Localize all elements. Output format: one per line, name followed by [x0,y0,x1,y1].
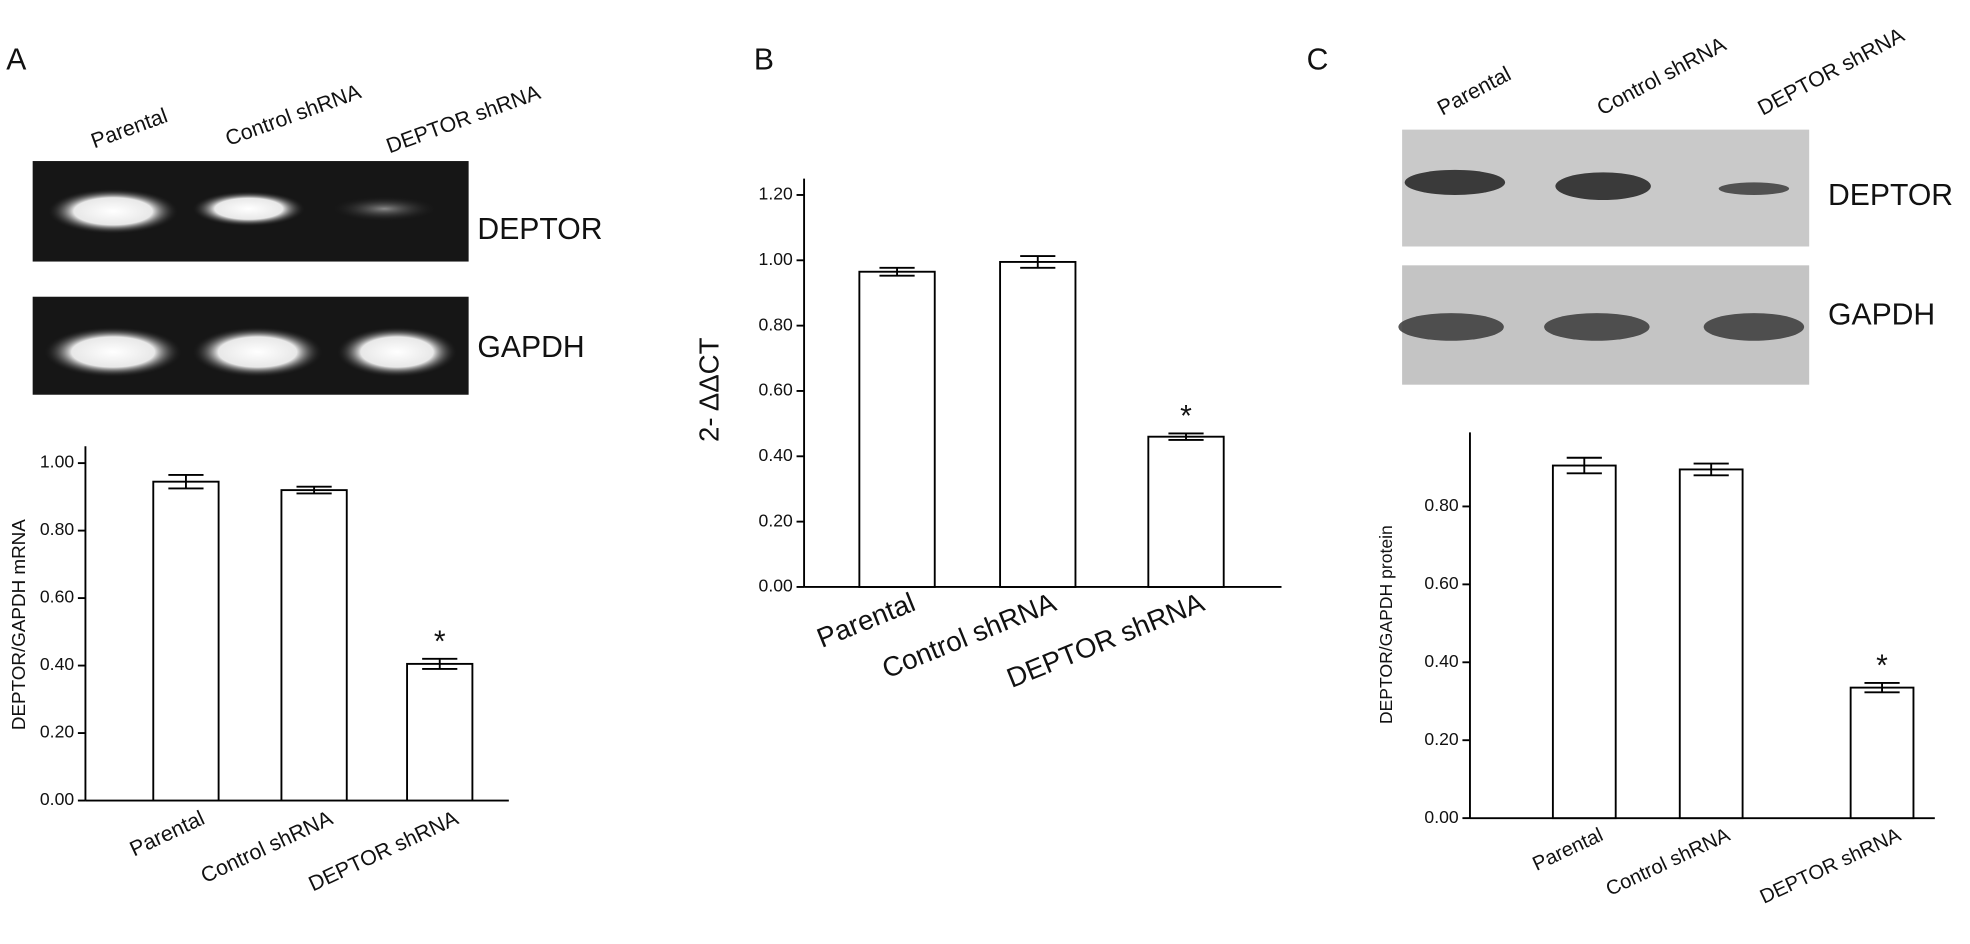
panel-label: B [754,43,774,76]
annotation: * [434,625,446,658]
blot-band [1718,182,1790,195]
bar [152,480,220,802]
y-tick-label: 1.20 [759,184,793,204]
bar [406,662,474,802]
blot-label: GAPDH [1828,298,1935,331]
y-tick-label: 0.20 [759,510,793,530]
y-tick-label: 0.40 [1424,651,1458,671]
x-tick-label: Parental [1529,824,1606,876]
blot-band [1555,172,1651,200]
blot-label: DEPTOR [1828,179,1953,212]
panel-label: A [6,43,27,76]
y-tick-label: 0.00 [1424,807,1458,827]
annotation: * [1180,400,1192,433]
x-tick-label: Parental [812,586,919,653]
gel-band [192,326,323,378]
gel-band [331,196,438,222]
panel-label: C [1307,43,1329,76]
bar [280,489,348,802]
blot-band [1398,313,1504,341]
blot-label: DEPTOR [477,213,602,246]
bar [999,260,1077,588]
lane-label: Parental [88,103,171,153]
bar [1849,686,1915,820]
y-tick-label: 0.60 [759,380,793,400]
x-tick-label: Parental [126,806,208,861]
y-axis-label: 2- ΔΔCT [694,337,725,442]
y-axis-label: DEPTOR/GAPDH mRNA [8,519,29,730]
y-tick-label: 0.40 [40,654,74,674]
gel-band [192,191,306,227]
y-tick-label: 0.60 [1424,573,1458,593]
bar [1678,468,1744,820]
lane-label: Control shRNA [1593,32,1731,120]
gel-band [47,188,179,234]
y-tick-label: 0.80 [1424,495,1458,515]
lane-label: DEPTOR shRNA [1754,23,1909,121]
blot-label: GAPDH [477,331,584,364]
gel-band [43,326,183,378]
y-tick-label: 0.20 [40,722,74,742]
y-tick-label: 0.40 [759,445,793,465]
y-tick-label: 0.20 [1424,729,1458,749]
gel-band [336,326,458,378]
y-tick-label: 0.60 [40,587,74,607]
y-axis-label: DEPTOR/GAPDH protein [1376,525,1396,724]
bar [1147,435,1225,588]
lane-label: DEPTOR shRNA [383,80,544,158]
x-tick-label: Control shRNA [1603,824,1734,901]
blot-band [1404,169,1506,195]
y-tick-label: 0.80 [759,314,793,334]
y-tick-label: 1.00 [759,249,793,269]
y-tick-label: 0.00 [759,576,793,596]
y-tick-label: 0.00 [40,789,74,809]
annotation: * [1876,649,1888,682]
blot-band [1703,313,1805,341]
blot-band [1544,313,1650,341]
y-tick-label: 1.00 [40,452,74,472]
y-tick-label: 0.80 [40,519,74,539]
bar [1551,464,1617,820]
x-tick-label: DEPTOR shRNA [1757,824,1905,909]
bar [858,270,936,588]
lane-label: Control shRNA [222,79,365,150]
lane-label: Parental [1433,62,1514,121]
